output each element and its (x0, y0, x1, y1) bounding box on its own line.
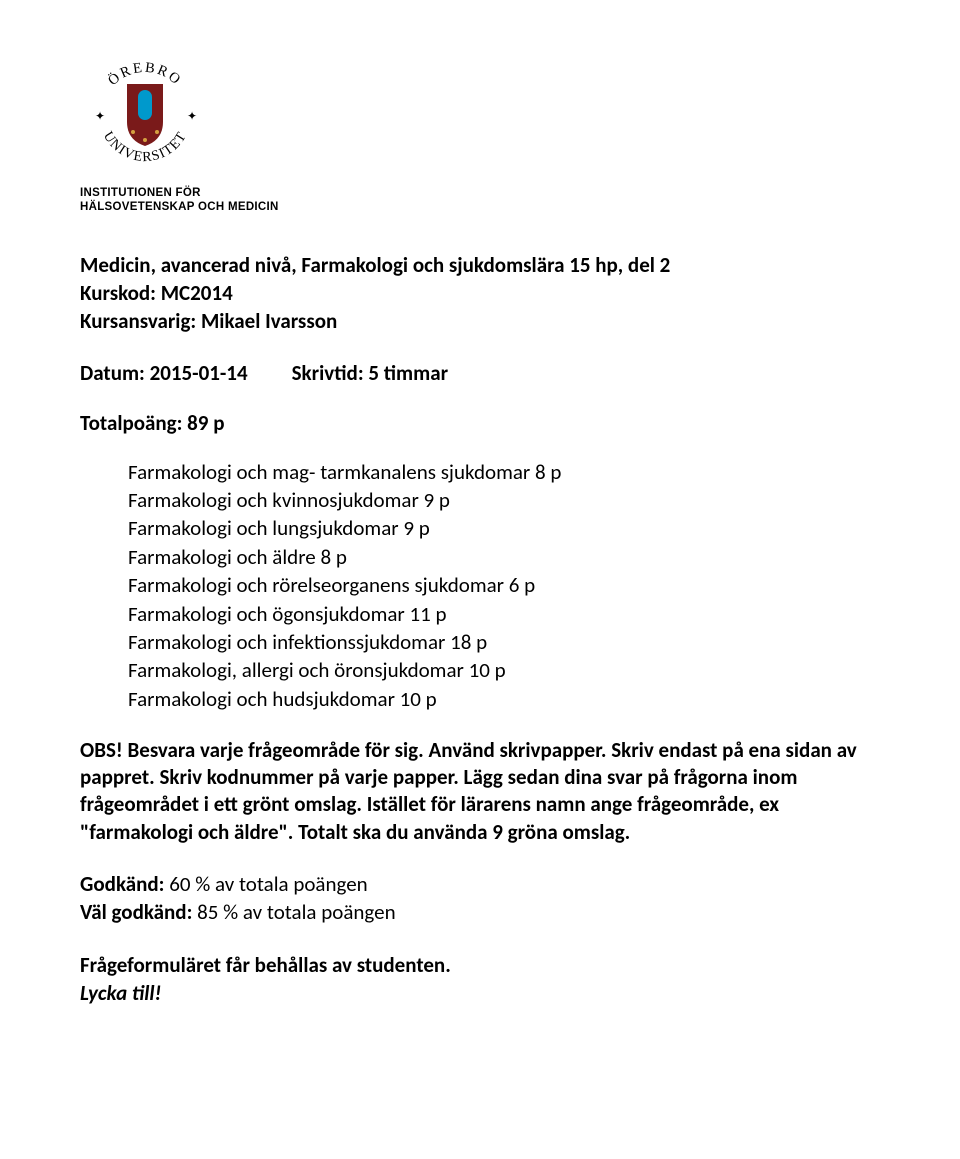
grade-pass-label: Godkänd: (80, 871, 164, 897)
institution-label: INSTITUTIONEN FÖR HÄLSOVETENSKAP OCH MED… (80, 186, 880, 215)
instructions-text: OBS! Besvara varje frågeområde för sig. … (80, 737, 857, 845)
course-title: Medicin, avancerad nivå, Farmakologi och… (80, 251, 880, 336)
page: ÖREBRO UNIVERSITET ✦ ✦ INSTITUTIONEN FÖR… (0, 0, 960, 1047)
topic-item: Farmakologi och infektionssjukdomar 18 p (128, 628, 880, 656)
grade-distinction-row: Väl godkänd: 85 % av totala poängen (80, 898, 880, 926)
title-line-2: Kurskod: MC2014 (80, 279, 880, 307)
exam-duration: Skrivtid: 5 timmar (292, 360, 448, 386)
topic-item: Farmakologi och kvinnosjukdomar 9 p (128, 486, 880, 514)
title-line-3: Kursansvarig: Mikael Ivarsson (80, 307, 880, 335)
grading-block: Godkänd: 60 % av totala poängen Väl godk… (80, 870, 880, 927)
svg-text:✦: ✦ (95, 110, 105, 124)
footer-good-luck: Lycka till! (80, 979, 880, 1007)
topic-item: Farmakologi och lungsjukdomar 9 p (128, 514, 880, 542)
instructions-block: OBS! Besvara varje frågeområde för sig. … (80, 737, 880, 846)
topic-item: Farmakologi och äldre 8 p (128, 543, 880, 571)
grade-distinction-value: 85 % av totala poängen (192, 899, 395, 925)
grade-pass-row: Godkänd: 60 % av totala poängen (80, 870, 880, 898)
grade-pass-value: 60 % av totala poängen (164, 871, 367, 897)
topic-item: Farmakologi, allergi och öronsjukdomar 1… (128, 656, 880, 684)
topic-item: Farmakologi och ögonsjukdomar 11 p (128, 600, 880, 628)
topics-list: Farmakologi och mag- tarmkanalens sjukdo… (80, 458, 880, 713)
svg-text:✦: ✦ (187, 110, 197, 124)
footer-block: Frågeformuläret får behållas av studente… (80, 951, 880, 1008)
topic-item: Farmakologi och rörelseorganens sjukdoma… (128, 571, 880, 599)
topic-item: Farmakologi och hudsjukdomar 10 p (128, 685, 880, 713)
date-time-row: Datum: 2015-01-14 Skrivtid: 5 timmar (80, 360, 880, 386)
total-points: Totalpoäng: 89 p (80, 410, 880, 436)
logo-block: ÖREBRO UNIVERSITET ✦ ✦ INSTITUTIONEN FÖR… (80, 50, 880, 215)
university-seal-icon: ÖREBRO UNIVERSITET ✦ ✦ (80, 50, 210, 180)
title-line-1: Medicin, avancerad nivå, Farmakologi och… (80, 251, 880, 279)
grade-distinction-label: Väl godkänd: (80, 899, 192, 925)
topic-item: Farmakologi och mag- tarmkanalens sjukdo… (128, 458, 880, 486)
exam-date: Datum: 2015-01-14 (80, 360, 248, 386)
institution-line2: HÄLSOVETENSKAP OCH MEDICIN (80, 200, 880, 214)
footer-keep-form: Frågeformuläret får behållas av studente… (80, 951, 880, 979)
institution-line1: INSTITUTIONEN FÖR (80, 186, 880, 200)
